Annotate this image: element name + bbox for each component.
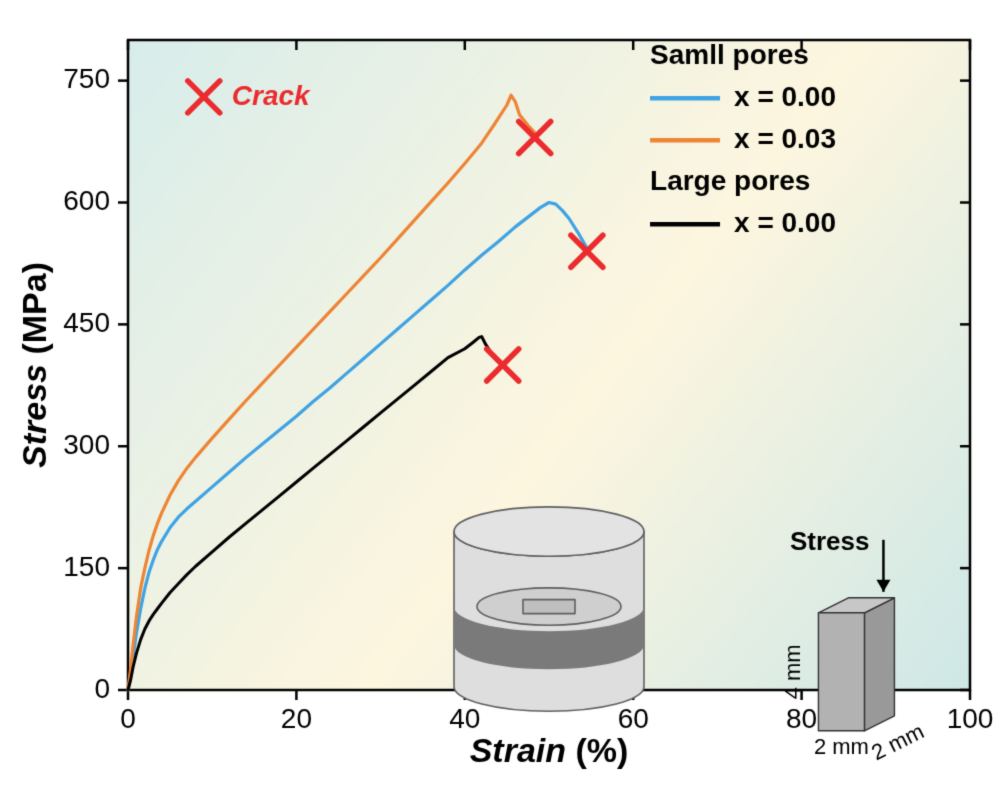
stress-strain-chart xyxy=(0,0,1000,808)
